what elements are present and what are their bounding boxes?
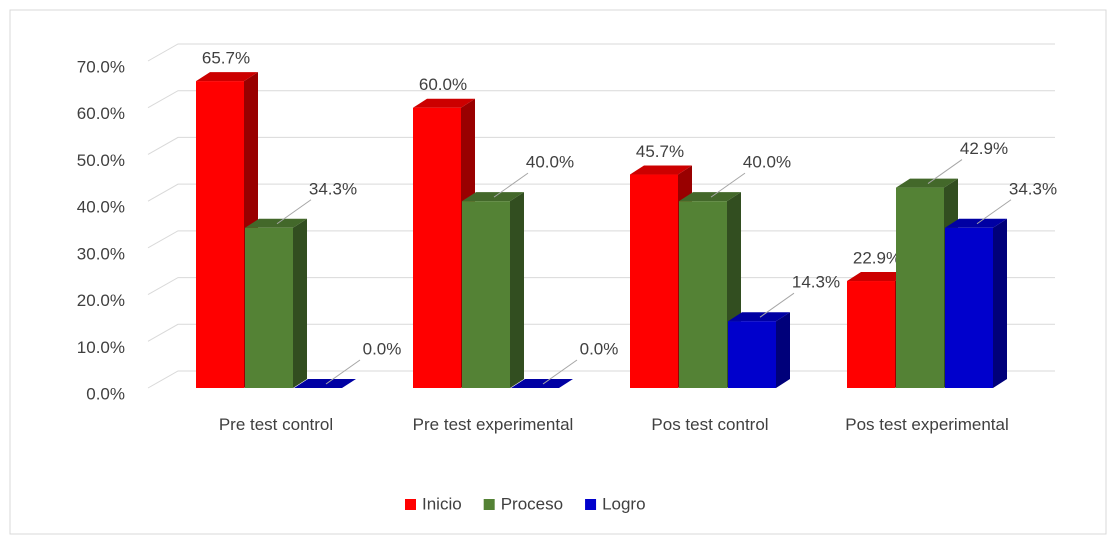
grid-line — [147, 43, 1055, 62]
bar — [294, 379, 356, 388]
y-tick-label: 30.0% — [77, 244, 125, 263]
legend-label: Proceso — [501, 494, 563, 513]
leader-line — [493, 172, 529, 198]
bar-side — [993, 218, 1007, 388]
leader-line — [276, 199, 312, 225]
bar-front — [196, 81, 244, 388]
data-label: 60.0% — [419, 75, 467, 94]
leader-line — [542, 359, 578, 385]
bar-front — [413, 107, 461, 388]
leader-line — [325, 359, 361, 385]
leader-line — [710, 172, 746, 198]
bar-front — [847, 281, 895, 388]
bar-front — [630, 174, 678, 388]
bar — [462, 192, 524, 388]
legend-label: Inicio — [422, 494, 462, 513]
y-tick-label: 50.0% — [77, 151, 125, 170]
x-tick-label: Pos test experimental — [845, 415, 1009, 434]
data-label: 42.9% — [960, 139, 1008, 158]
bar-top — [945, 218, 1007, 228]
bar-front — [462, 201, 510, 388]
bar-side — [510, 192, 524, 388]
bar-top — [679, 192, 741, 202]
bar — [945, 218, 1007, 388]
bar-front — [945, 227, 993, 388]
data-label: 45.7% — [636, 142, 684, 161]
y-tick-label: 10.0% — [77, 338, 125, 357]
y-tick-label: 20.0% — [77, 291, 125, 310]
bar-top — [245, 218, 307, 228]
bar-top — [847, 272, 909, 282]
data-label: 65.7% — [202, 49, 250, 68]
bar — [245, 218, 307, 388]
bar-top — [294, 379, 356, 388]
x-tick-label: Pre test control — [218, 415, 334, 434]
grid-line — [147, 230, 1055, 249]
bar-front — [896, 187, 944, 388]
x-tick-label: Pos test control — [651, 415, 769, 434]
data-label: 22.9% — [853, 249, 901, 268]
bar-top — [462, 192, 524, 202]
data-label: 34.3% — [309, 179, 357, 198]
bar-side — [293, 218, 307, 388]
bar — [679, 192, 741, 388]
bar-front — [679, 201, 727, 388]
bar-top — [196, 72, 258, 82]
x-tick-label: Pre test experimental — [412, 415, 574, 434]
legend-swatch — [405, 499, 416, 510]
grid-line — [147, 277, 1055, 296]
y-tick-label: 0.0% — [86, 384, 125, 403]
leader-line — [976, 199, 1012, 225]
legend-label: Logro — [602, 494, 645, 513]
y-tick-label: 70.0% — [77, 57, 125, 76]
bar-top — [630, 165, 692, 175]
y-tick-label: 60.0% — [77, 104, 125, 123]
legend-swatch — [483, 499, 495, 510]
bar-top — [728, 312, 790, 322]
data-label: 0.0% — [580, 339, 619, 358]
bar-top — [896, 178, 958, 188]
grid-line — [147, 183, 1055, 202]
data-label: 34.3% — [1009, 179, 1057, 198]
bar-front — [728, 321, 776, 388]
data-label: 40.0% — [743, 153, 791, 172]
bar-front — [245, 227, 293, 388]
grid-line — [147, 136, 1055, 155]
bar — [728, 312, 790, 388]
data-label: 14.3% — [792, 273, 840, 292]
leader-line — [927, 159, 963, 185]
legend-swatch — [585, 499, 597, 510]
chart-border — [9, 9, 1107, 535]
leader-line — [759, 292, 795, 318]
grid-line — [147, 90, 1055, 109]
data-label: 40.0% — [526, 153, 574, 172]
bar — [511, 379, 573, 388]
bar-top — [413, 98, 475, 108]
y-tick-label: 40.0% — [77, 198, 125, 217]
data-label: 0.0% — [363, 339, 402, 358]
bar-top — [511, 379, 573, 388]
bar-side — [776, 312, 790, 388]
